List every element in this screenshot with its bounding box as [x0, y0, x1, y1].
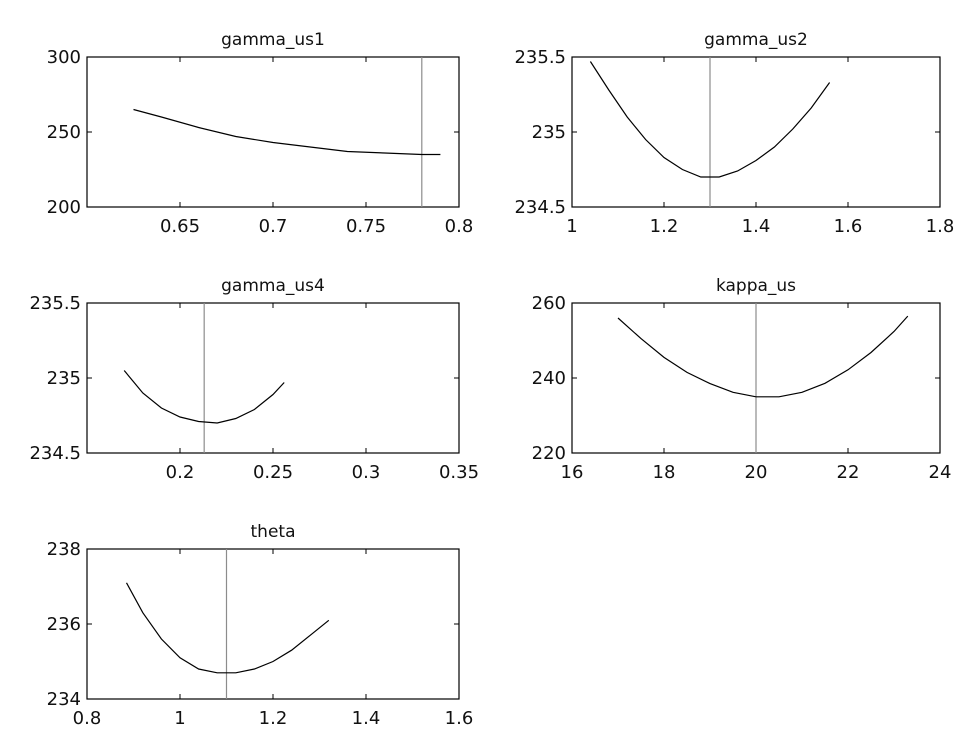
y-tick-label: 236	[47, 614, 81, 635]
y-tick-label: 235	[47, 368, 81, 389]
y-tick-label: 234.5	[514, 197, 566, 218]
y-tick-label: 220	[532, 443, 566, 464]
x-tick-label: 0.7	[259, 216, 288, 237]
x-tick-label: 24	[929, 462, 952, 483]
panel-title: gamma_us1	[221, 30, 325, 50]
x-tick-label: 0.25	[253, 462, 293, 483]
y-tick-label: 238	[47, 539, 81, 560]
y-tick-label: 200	[47, 197, 81, 218]
panel-title: kappa_us	[716, 276, 796, 296]
x-tick-label: 1	[174, 708, 185, 729]
y-tick-label: 235	[532, 122, 566, 143]
x-tick-label: 16	[561, 462, 584, 483]
x-tick-label: 22	[837, 462, 860, 483]
x-tick-label: 18	[653, 462, 676, 483]
y-tick-label: 260	[532, 293, 566, 314]
x-tick-label: 0.8	[445, 216, 474, 237]
plot-frame	[86, 56, 460, 208]
panel-3: gamma_us4 0.2 0.25 0.3 0.35 234.5 235 235.5	[29, 276, 479, 483]
x-tick-label: 1.2	[650, 216, 679, 237]
x-tick-label: 0.35	[439, 462, 479, 483]
panel-2: gamma_us2 1 1.2 1.4 1.6 1.8 234.5 235 235.5	[514, 30, 954, 237]
x-tick-label: 1.8	[926, 216, 955, 237]
x-tick-label: 0.2	[166, 462, 195, 483]
y-tick-label: 300	[47, 47, 81, 68]
x-tick-label: 1.2	[259, 708, 288, 729]
x-tick-label: 20	[745, 462, 768, 483]
x-tick-label: 0.75	[346, 216, 386, 237]
plot-frame	[571, 56, 941, 208]
panel-title: theta	[251, 522, 296, 542]
y-tick-label: 235.5	[29, 293, 81, 314]
x-tick-label: 0.65	[160, 216, 200, 237]
panel-1: gamma_us1 0.65 0.7 0.75 0.8 200 250 300	[47, 30, 474, 237]
y-tick-label: 240	[532, 368, 566, 389]
series-line	[133, 108, 441, 156]
y-tick-label: 235.5	[514, 47, 566, 68]
x-tick-label: 1.6	[445, 708, 474, 729]
series-line	[125, 582, 330, 674]
x-tick-label: 1.4	[742, 216, 771, 237]
series-line	[123, 370, 285, 424]
series-line	[617, 315, 909, 398]
plot-frame	[86, 302, 460, 454]
y-tick-label: 234	[47, 689, 81, 710]
y-tick-label: 250	[47, 122, 81, 143]
panel-title: gamma_us2	[704, 30, 808, 50]
panel-4: kappa_us 16 18 20 22 24 220 240 260	[532, 276, 952, 483]
x-tick-label: 1	[566, 216, 577, 237]
panel-5: theta 0.8 1 1.2 1.4 1.6 234 236 238	[47, 522, 474, 729]
x-tick-label: 1.6	[834, 216, 863, 237]
x-tick-label: 0.8	[73, 708, 102, 729]
x-tick-label: 1.4	[352, 708, 381, 729]
series-line	[589, 61, 831, 178]
y-tick-label: 234.5	[29, 443, 81, 464]
panel-title: gamma_us4	[221, 276, 325, 296]
x-tick-label: 0.3	[352, 462, 381, 483]
plot-frame	[86, 548, 460, 700]
